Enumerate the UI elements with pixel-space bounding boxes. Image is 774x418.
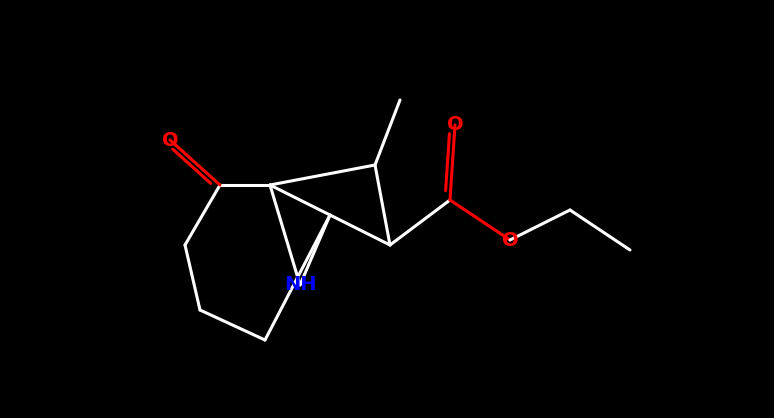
Text: O: O: [447, 115, 464, 135]
Text: O: O: [502, 230, 519, 250]
Text: NH: NH: [284, 275, 317, 295]
Text: O: O: [162, 130, 178, 150]
